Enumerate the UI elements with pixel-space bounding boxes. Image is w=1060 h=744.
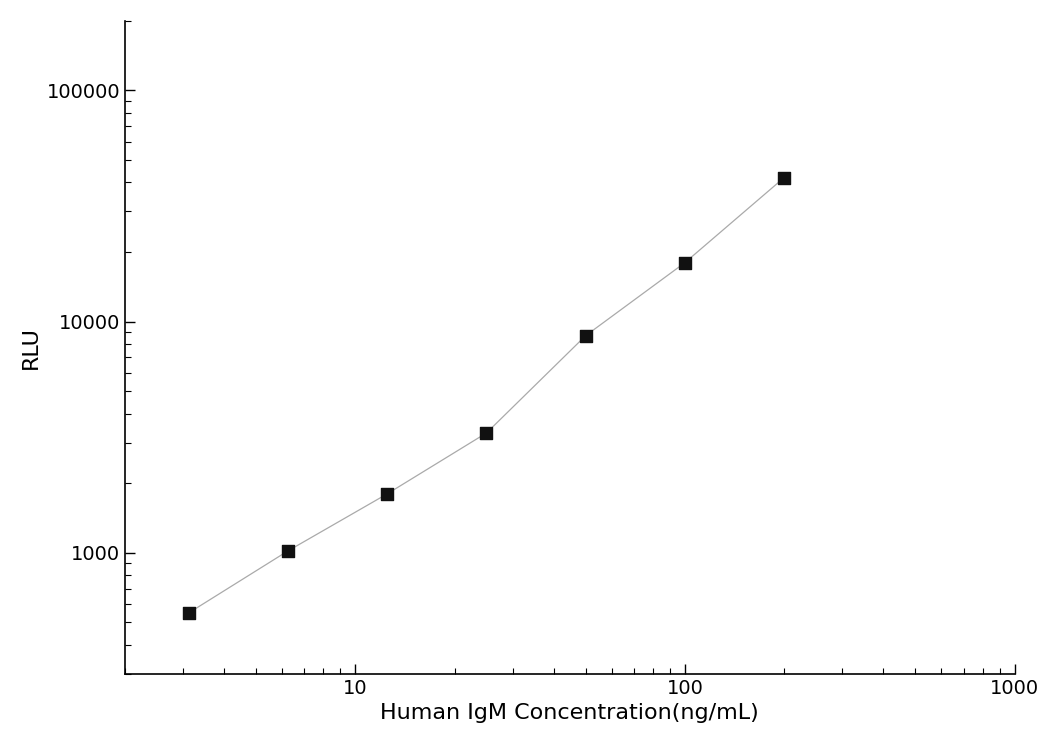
Point — [378, 488, 395, 500]
Point — [578, 330, 595, 341]
Y-axis label: RLU: RLU — [21, 326, 41, 369]
Point — [676, 257, 693, 269]
Point — [478, 427, 495, 439]
Point — [180, 607, 197, 619]
Point — [280, 545, 297, 557]
X-axis label: Human IgM Concentration(ng/mL): Human IgM Concentration(ng/mL) — [381, 703, 759, 723]
Point — [776, 172, 793, 184]
